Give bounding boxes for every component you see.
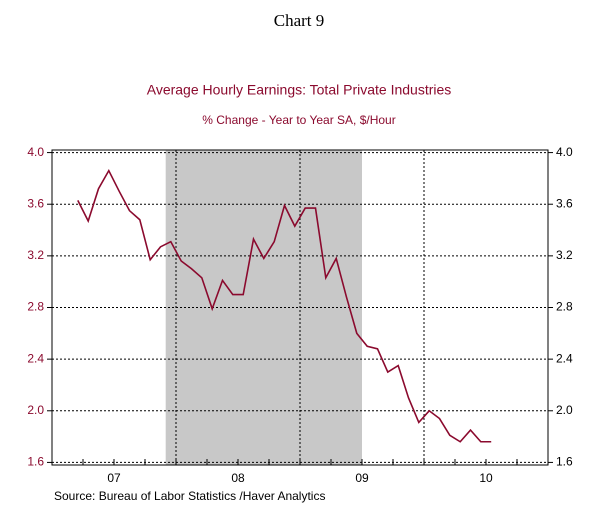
y-tick-label: 2.8 [27, 300, 44, 314]
chart-header: Chart 9 [274, 11, 325, 30]
y2-tick-label: 2.8 [556, 300, 573, 314]
y-tick-label: 1.6 [27, 455, 44, 469]
y2-tick-label: 2.0 [556, 403, 573, 417]
plot-frame [51, 149, 549, 466]
y-tick-label: 2.0 [27, 403, 44, 417]
y2-tick-label: 4.0 [556, 145, 573, 159]
x-tick-label: 08 [231, 471, 245, 485]
chart-title: Average Hourly Earnings: Total Private I… [147, 82, 452, 98]
y2-tick-label: 2.4 [556, 351, 573, 365]
x-tick-label: 10 [479, 471, 493, 485]
y-tick-label: 4.0 [27, 145, 44, 159]
y-tick-label: 3.2 [27, 248, 44, 262]
y-tick-label: 2.4 [27, 351, 44, 365]
x-tick-label: 09 [355, 471, 369, 485]
source: Source: Bureau of Labor Statistics /Have… [54, 489, 325, 503]
y2-tick-label: 3.6 [556, 196, 573, 210]
y2-tick-label: 3.2 [556, 248, 573, 262]
chart-subtitle: % Change - Year to Year SA, $/Hour [202, 113, 395, 127]
y-tick-label: 3.6 [27, 196, 44, 210]
data-line [77, 168, 492, 443]
y2-tick-label: 1.6 [556, 455, 573, 469]
x-tick-label: 07 [107, 471, 121, 485]
